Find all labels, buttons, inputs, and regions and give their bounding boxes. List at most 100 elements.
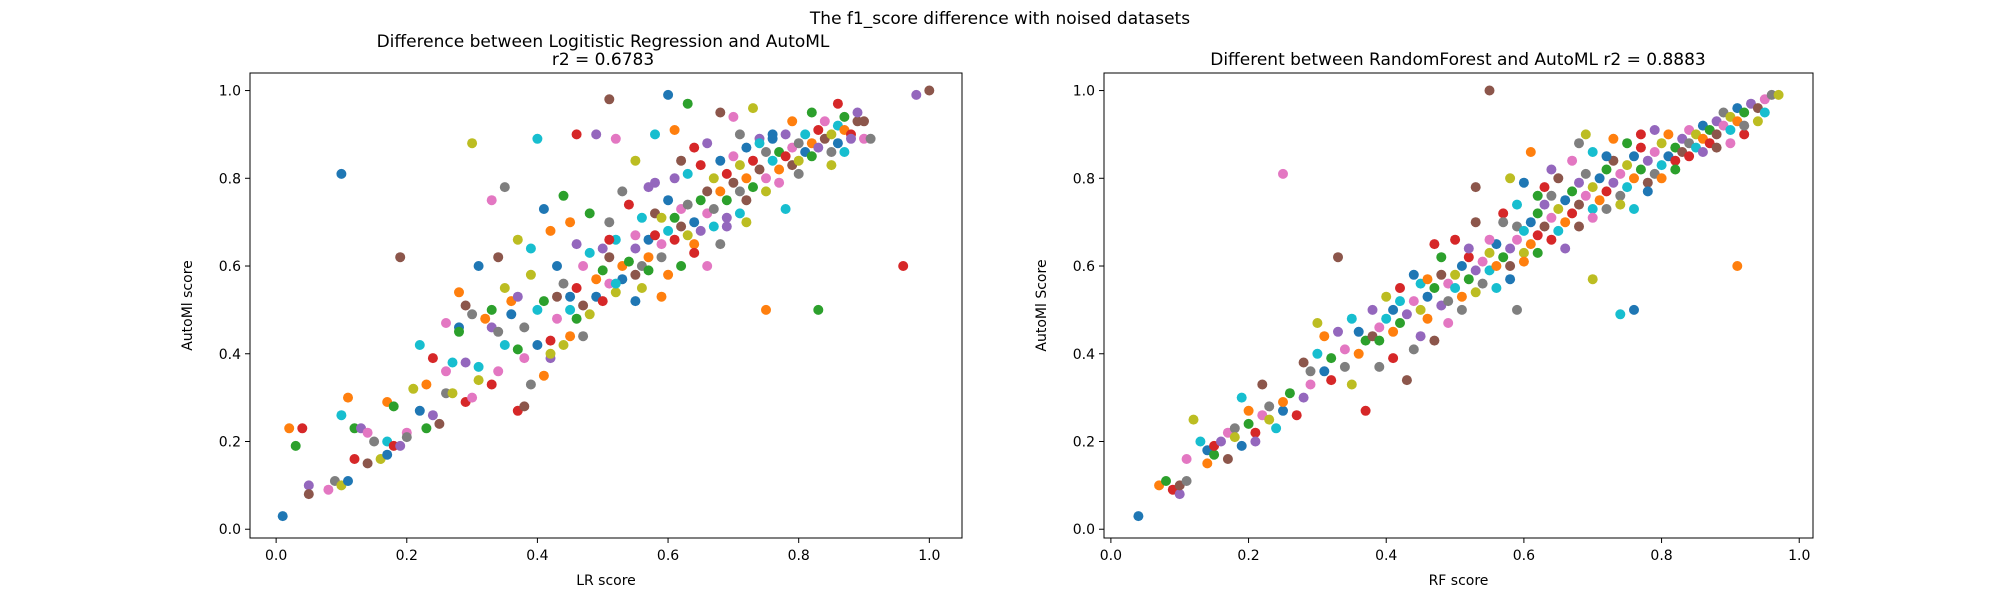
right-scatter-point (1553, 225, 1564, 236)
right-subplot-x-axis-label: RF score (1429, 573, 1489, 589)
left-scatter-point (663, 195, 674, 206)
left-scatter-point (395, 252, 406, 263)
left-subplot-y-axis-label: AutoMl score (180, 260, 196, 351)
right-scatter-point (1498, 217, 1509, 228)
left-scatter-point (689, 217, 700, 228)
right-scatter-point (1195, 436, 1206, 447)
left-scatter-point (512, 291, 523, 302)
left-scatter-point (617, 186, 628, 197)
right-scatter-point (1312, 348, 1323, 359)
right-scatter-point (1553, 204, 1564, 214)
left-scatter-point (604, 234, 615, 245)
right-scatter-point (1401, 309, 1412, 320)
left-scatter-point (584, 208, 595, 219)
right-scatter-point (1505, 274, 1516, 285)
left-y-tick-label: 1.0 (219, 84, 241, 100)
right-scatter-point (1353, 348, 1364, 359)
right-scatter-point (1532, 190, 1543, 201)
left-scatter-point (486, 304, 497, 315)
right-scatter-point (1711, 142, 1722, 153)
left-scatter-point (519, 322, 530, 333)
right-scatter-point (1312, 318, 1323, 328)
left-scatter-point (303, 489, 314, 500)
left-scatter-point (669, 212, 680, 223)
left-scatter-point (597, 243, 608, 254)
right-scatter-point (1608, 177, 1619, 188)
left-scatter-point (584, 309, 595, 320)
left-subplot-points (277, 85, 935, 522)
left-scatter-point (676, 221, 687, 232)
right-x-tick-label: 1.0 (1788, 548, 1810, 564)
left-scatter-point (558, 190, 569, 201)
left-scatter-point (754, 138, 765, 149)
right-scatter-point (1629, 204, 1639, 214)
left-scatter-point (728, 151, 739, 162)
left-scatter-point (597, 265, 608, 276)
right-scatter-point (1532, 230, 1543, 241)
right-x-tick-label: 0.2 (1237, 548, 1259, 564)
left-scatter-point (519, 401, 530, 412)
left-scatter-point (512, 234, 523, 245)
left-scatter-point (473, 375, 484, 386)
left-scatter-point (538, 370, 549, 381)
left-scatter-point (460, 300, 471, 311)
right-scatter-point (1456, 291, 1467, 302)
left-scatter-point (545, 348, 556, 359)
left-scatter-point (571, 239, 582, 250)
right-scatter-point (1525, 217, 1536, 228)
left-scatter-point (669, 125, 680, 135)
right-scatter-point (1560, 243, 1571, 254)
right-scatter-point (1574, 177, 1584, 188)
left-scatter-point (408, 383, 419, 394)
right-scatter-point (1484, 85, 1495, 96)
right-scatter-point (1539, 221, 1550, 232)
right-scatter-point (1546, 212, 1557, 223)
right-scatter-point (1546, 234, 1557, 245)
left-scatter-point (728, 111, 739, 122)
right-scatter-point (1505, 261, 1516, 271)
left-scatter-point (610, 287, 621, 298)
left-scatter-point (552, 291, 562, 302)
left-scatter-point (610, 133, 621, 144)
right-scatter-point (1456, 261, 1467, 271)
left-scatter-point (604, 252, 615, 263)
right-scatter-point (1532, 247, 1543, 258)
left-scatter-point (277, 511, 288, 522)
right-scatter-point (1505, 243, 1516, 254)
left-subplot-frame (249, 72, 963, 539)
right-scatter-point (1450, 269, 1461, 280)
right-scatter-point (1649, 147, 1660, 157)
right-scatter-point (1209, 449, 1220, 460)
left-scatter-point (839, 147, 850, 157)
left-scatter-point (578, 331, 589, 342)
left-scatter-point (343, 392, 353, 403)
right-scatter-point (1642, 155, 1653, 166)
right-scatter-point (1174, 489, 1185, 500)
left-scatter-point (650, 230, 660, 241)
left-scatter-point (636, 283, 647, 293)
right-scatter-point (1587, 182, 1598, 193)
right-scatter-point (1580, 168, 1591, 179)
left-scatter-point (532, 133, 543, 144)
left-scatter-point (499, 283, 510, 293)
right-scatter-point (1725, 125, 1736, 135)
left-scatter-point (447, 357, 458, 368)
left-scatter-point (623, 256, 634, 267)
left-scatter-point (780, 151, 791, 162)
left-scatter-point (512, 344, 523, 355)
right-scatter-point (1491, 283, 1502, 293)
right-scatter-point (1463, 243, 1474, 254)
right-scatter-point (1491, 261, 1502, 271)
right-scatter-point (1346, 379, 1357, 390)
left-scatter-point (754, 164, 765, 175)
right-x-tick-label: 0.0 (1100, 548, 1122, 564)
left-scatter-point (695, 160, 706, 171)
left-scatter-point (715, 239, 726, 250)
left-scatter-point (623, 199, 634, 210)
right-y-tick-label: 0.8 (1073, 171, 1095, 187)
right-scatter-point (1305, 379, 1316, 390)
right-scatter-point (1567, 155, 1578, 166)
left-scatter-point (741, 173, 752, 184)
right-scatter-point (1656, 138, 1667, 149)
left-scatter-point (643, 182, 654, 193)
